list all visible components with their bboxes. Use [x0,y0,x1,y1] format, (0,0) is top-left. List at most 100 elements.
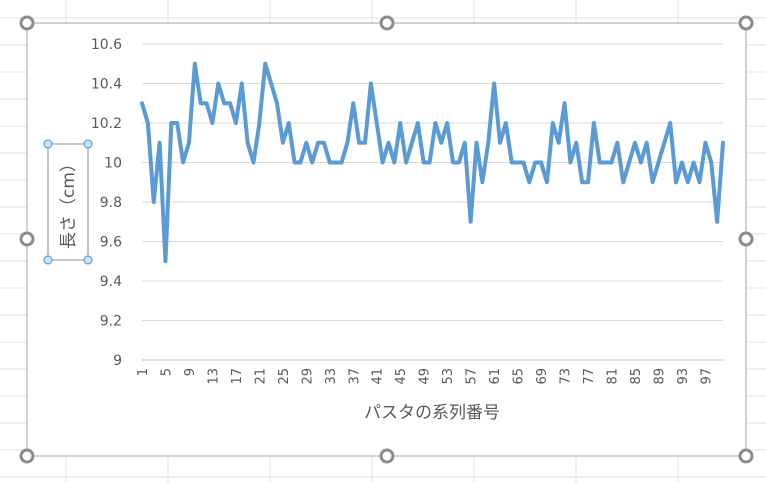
data-point [504,121,508,125]
selection-handle-top-left[interactable] [43,139,53,149]
data-point [210,121,214,125]
data-point [422,161,426,164]
data-point [510,161,514,164]
data-point [386,141,390,145]
data-point [381,161,385,164]
data-point [668,121,672,125]
resize-handle-middle-right[interactable] [738,231,754,247]
x-tick-label: 33 [324,368,339,385]
data-point [328,161,332,164]
x-tick-label: 5 [159,368,174,376]
chart-area-border [26,22,747,457]
y-tick-label: 10.4 [91,77,122,93]
data-point [310,161,314,164]
x-tick-label: 21 [253,368,268,385]
data-point [375,121,379,125]
data-point [521,161,525,164]
resize-handle-top-right[interactable] [738,15,754,31]
data-point [345,141,349,145]
data-point [304,141,308,145]
x-tick-label: 61 [488,368,503,385]
resize-handle-top-left[interactable] [19,15,35,31]
data-point [222,101,226,105]
data-point [187,141,191,145]
x-tick-label: 17 [230,368,245,385]
data-point [557,141,561,145]
data-point [363,141,367,145]
data-point [674,180,678,184]
selection-handle-bottom-left[interactable] [43,255,53,265]
selection-handle-top-right[interactable] [83,139,93,149]
x-tick-label: 49 [418,368,433,385]
series-layer [140,61,725,264]
x-tick-label: 37 [347,368,362,385]
x-tick-label: 1 [136,368,151,376]
data-point [656,161,660,164]
data-point [205,101,209,105]
data-point [721,141,725,145]
y-tick-label: 9.8 [100,195,122,211]
data-point [228,101,232,105]
data-point [592,121,596,125]
y-tick-label: 10 [104,156,122,172]
y-tick-label: 9.6 [100,235,122,251]
x-tick-label: 93 [676,368,691,385]
x-tick-label: 73 [559,368,574,385]
data-point [651,180,655,184]
data-point [416,121,420,125]
data-point [480,180,484,184]
data-point [369,82,373,85]
data-point [146,121,150,125]
data-point [298,161,302,164]
data-point [469,220,473,224]
resize-handle-bottom-left[interactable] [19,448,35,464]
data-point [140,101,144,105]
data-point [193,62,197,66]
data-point [433,121,437,125]
data-point [615,141,619,145]
data-point [163,259,167,263]
resize-handle-top-center[interactable] [379,15,395,31]
data-point [263,62,267,66]
data-point [680,161,684,164]
resize-handle-middle-left[interactable] [19,231,35,247]
data-point [698,180,702,184]
x-tick-label: 81 [605,368,620,385]
data-point [545,180,549,184]
data-point [516,161,520,164]
selection-handle-bottom-right[interactable] [83,255,93,265]
data-point [563,101,567,105]
data-point [551,121,555,125]
data-point [709,161,713,164]
data-point [639,161,643,164]
y-tick-label: 9 [113,353,122,369]
data-point [492,82,496,85]
y-axis-title[interactable]: 長さ（cm） [59,155,79,249]
x-tick-label: 45 [394,368,409,385]
resize-handle-bottom-right[interactable] [738,448,754,464]
x-axis-title[interactable]: パスタの系列番号 [364,403,500,423]
y-tick-label: 9.2 [100,314,122,330]
resize-handle-bottom-center[interactable] [379,448,395,464]
series-line-0[interactable] [140,61,725,264]
data-point [486,141,490,145]
data-point [216,82,220,85]
x-tick-label: 77 [582,368,597,385]
data-point [568,161,572,164]
data-point [287,121,291,125]
y-tick-label: 10.6 [91,37,122,53]
data-point [357,141,361,145]
y-axis-title-selection-box [47,143,89,261]
x-tick-label: 65 [512,368,527,385]
data-point [533,161,537,164]
data-point [281,141,285,145]
x-tick-label: 29 [300,368,315,385]
data-point [252,161,256,164]
data-point [692,161,696,164]
x-tick-label: 89 [652,368,667,385]
y-axis-tick-labels: 9 9.2 9.4 9.6 9.8 10 10.2 10.4 10.6 [91,37,122,369]
x-tick-label: 97 [699,368,714,385]
data-point [604,161,608,164]
data-point [645,141,649,145]
